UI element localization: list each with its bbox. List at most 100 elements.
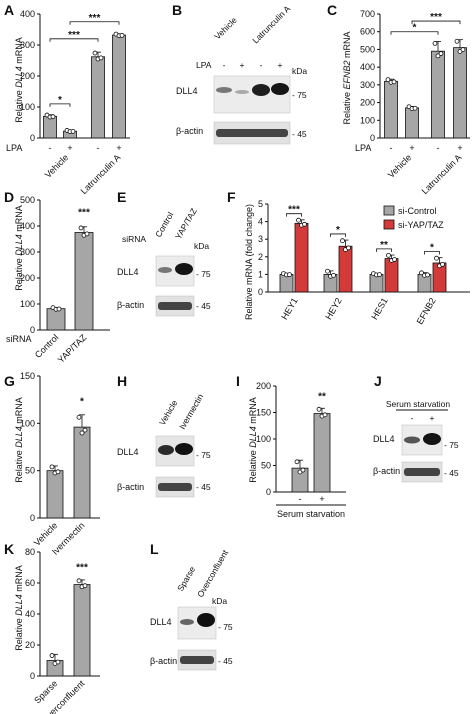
panel-d-bar-0-point-2 xyxy=(56,306,62,312)
panel-f-bar-1-0-point-0 xyxy=(325,268,330,274)
panel-letter-f: F xyxy=(227,189,236,205)
panel-a-ytick-label-1: 100 xyxy=(20,102,35,112)
panel-d-sig-label: *** xyxy=(78,208,90,219)
panel-e-kda: kDa xyxy=(194,241,209,251)
panel-k-ylabel: Relative DLL4 mRNA xyxy=(14,565,24,651)
panel-k-ytick-label-1: 20 xyxy=(25,640,35,650)
panel-d-ylabel: Relative DLL4 mRNA xyxy=(14,205,24,291)
panel-f-legend-label-0: si-Control xyxy=(398,206,437,216)
panel-f-xtick-label-2: HES1 xyxy=(369,296,389,321)
panel-a-bar-3-point-2 xyxy=(119,32,125,38)
panel-h-actin-band xyxy=(158,483,192,491)
panel-g-bar-1 xyxy=(73,426,91,519)
panel-j-band-1 xyxy=(404,436,420,444)
panel-h-band-actin: β-actin xyxy=(117,482,144,492)
panel-c-bar-1 xyxy=(405,107,419,139)
panel-i-plus: + xyxy=(319,494,324,504)
panel-b-lpa-plus-2: + xyxy=(278,60,283,70)
panel-d-ytick-label-0: 0 xyxy=(30,325,35,335)
panel-g-ytick-label-3: 150 xyxy=(20,371,35,381)
panel-letter-j: J xyxy=(374,373,382,389)
panel-b-band-dll4: DLL4 xyxy=(176,86,198,96)
panel-i-ytick-label-3: 150 xyxy=(256,408,271,418)
panel-f-ytick-label-2: 2 xyxy=(258,252,263,262)
panel-e-band-dll4: DLL4 xyxy=(117,267,139,277)
panel-letter-i: I xyxy=(236,373,240,389)
panel-b-group-vehicle: Vehicle xyxy=(212,15,239,42)
panel-d-bar-0 xyxy=(46,308,66,331)
panel-f-ytick-label-1: 1 xyxy=(258,269,263,279)
panel-h-marker-45: - 45 xyxy=(196,482,211,492)
chart-f: 0 1 2 3 4 5 HEY1 *** HEY2 * HES1 ** EFNB2 * si-Control… xyxy=(258,199,470,326)
panel-g-bar-1-point-1 xyxy=(79,430,85,436)
panel-e-actin-band xyxy=(158,302,192,310)
panel-b-marker-75: - 75 xyxy=(292,90,307,100)
panel-j-band-actin: β-actin xyxy=(373,466,400,476)
panel-l-lane-sparse: Sparse xyxy=(175,564,197,593)
panel-a-bar-3 xyxy=(112,34,126,139)
panel-h-lane-ivermectin: Ivermectin xyxy=(177,392,205,431)
panel-f-bar-2-1-point-0 xyxy=(386,252,391,258)
panel-a-sig-1-label: *** xyxy=(68,30,80,41)
panel-e-lane-control: Control xyxy=(153,210,175,239)
panel-g-ylabel: Relative DLL4 mRNA xyxy=(14,397,24,483)
panel-c-ytick-label-2: 200 xyxy=(360,98,375,108)
panel-d-ytick-label-4: 400 xyxy=(20,221,35,231)
panel-d-ytick-label-1: 100 xyxy=(20,299,35,309)
panel-j: J Serum starvation - + DLL4 β-actin - 75… xyxy=(373,373,459,483)
panel-h: H Vehicle Ivermectin DLL4 β-actin - 75 -… xyxy=(117,373,211,498)
panel-f-bar-1-1 xyxy=(338,245,353,293)
panel-e-band-actin: β-actin xyxy=(117,300,144,310)
panel-i-ylabel: Relative DLL4 mRNA xyxy=(248,397,258,483)
panel-l-actin-band xyxy=(180,656,214,664)
panel-f-ytick-label-0: 0 xyxy=(258,287,263,297)
panel-f-sig-1-label: * xyxy=(336,225,340,236)
panel-i-minus: - xyxy=(299,494,302,504)
panel-letter-d: D xyxy=(4,189,14,205)
panel-k-bar-0-point-2 xyxy=(55,659,61,665)
panel-b-lpa-minus-2: - xyxy=(260,60,263,70)
panel-f-xtick-label-1: HEY2 xyxy=(323,296,343,321)
panel-h-band-2 xyxy=(175,443,193,455)
panel-b-kda: kDa xyxy=(292,66,307,76)
panel-g: G Relative DLL4 mRNA 050100150VehicleIve… xyxy=(4,371,100,557)
panel-c-ytick-label-4: 400 xyxy=(360,62,375,72)
panel-f-bar-2-1 xyxy=(384,258,399,293)
panel-a-ylabel: Relative DLL4 mRNA xyxy=(14,37,24,123)
panel-f-bar-3-1-point-0 xyxy=(434,255,439,261)
panel-f-sig-3-label: * xyxy=(430,243,434,254)
panel-l-band-actin: β-actin xyxy=(150,656,177,666)
panel-g-bar-1-point-0 xyxy=(76,414,82,420)
panel-a-lpa-plus-1: + xyxy=(67,143,72,153)
panel-a-bar-2 xyxy=(91,56,105,139)
panel-l-band-2 xyxy=(197,613,215,627)
panel-c-bar-0-point-2 xyxy=(391,79,397,85)
panel-f-ytick-label-3: 3 xyxy=(258,234,263,244)
panel-a-lpa-minus-2: - xyxy=(97,143,100,153)
panel-i-bar-1-point-0 xyxy=(316,406,322,412)
panel-a-bar-0-point-2 xyxy=(50,114,56,120)
panel-f-bar-2-1-point-2 xyxy=(392,257,397,262)
panel-a-sig-0-label: * xyxy=(58,95,62,106)
panel-letter-c: C xyxy=(327,2,337,18)
panel-a-lpa-plus-2: + xyxy=(116,143,121,153)
panel-letter-h: H xyxy=(117,373,127,389)
panel-f-sig-1-bracket xyxy=(330,233,346,237)
panel-l-kda: kDa xyxy=(212,596,227,606)
panel-a-lpa-label: LPA xyxy=(6,143,22,153)
panel-e-lane-yaptaz: YAP/TAZ xyxy=(173,206,199,241)
panel-letter-g: G xyxy=(4,373,15,389)
panel-k-ytick-label-3: 60 xyxy=(25,578,35,588)
panel-b-group-latrunculin: Latrunculin A xyxy=(250,3,292,45)
panel-e-band-1 xyxy=(158,267,172,273)
panel-letter-e: E xyxy=(117,189,126,205)
panel-c-ytick-label-6: 600 xyxy=(360,27,375,37)
panel-c-ytick-label-7: 700 xyxy=(360,9,375,19)
panel-h-band-dll4: DLL4 xyxy=(117,447,139,457)
panel-a-bar-2-point-0 xyxy=(92,50,98,56)
panel-f-bar-0-0-point-2 xyxy=(287,272,292,278)
